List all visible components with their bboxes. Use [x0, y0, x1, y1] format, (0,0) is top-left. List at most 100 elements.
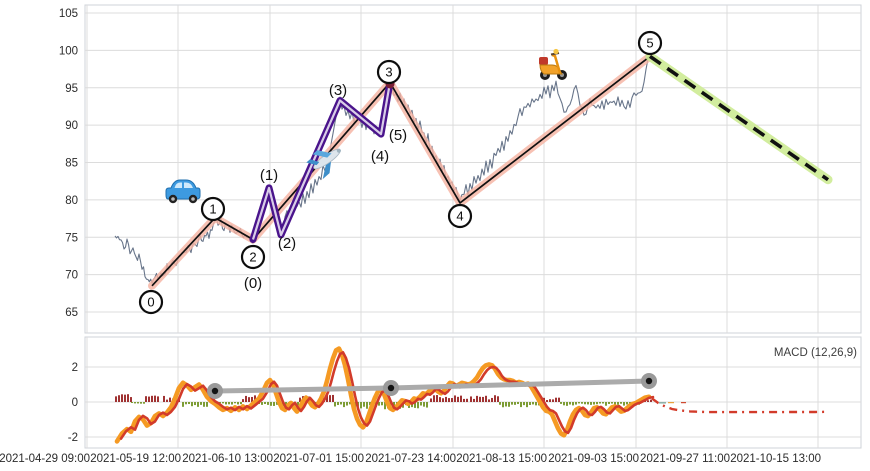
histogram-bar [473, 398, 475, 402]
histogram-bar [157, 396, 159, 402]
histogram-bar [169, 397, 171, 402]
histogram-bar [460, 395, 462, 402]
histogram-bar [532, 402, 534, 405]
histogram-bar [237, 402, 239, 405]
histogram-bar [245, 395, 247, 402]
price-ytick-label: 80 [65, 195, 78, 207]
histogram-bar [206, 402, 208, 407]
trend-pivot-dot [383, 380, 399, 396]
histogram-bar [115, 396, 117, 402]
histogram-bar [611, 402, 613, 404]
histogram-bar [596, 402, 598, 405]
macd-legend-label: MACD (12,26,9) [773, 347, 857, 359]
histogram-bar [148, 396, 150, 402]
x-tick-label: 2021-07-23 14:00 [365, 453, 456, 465]
histogram-bar [517, 402, 519, 405]
histogram-bar [254, 395, 256, 402]
macd-panel [114, 346, 829, 444]
histogram-bar [647, 400, 649, 402]
histogram-bar [523, 402, 525, 406]
histogram-bar [194, 402, 196, 406]
histogram-bar [578, 402, 580, 404]
histogram-bar [231, 402, 233, 405]
x-tick-label: 2021-05-19 12:00 [90, 453, 181, 465]
histogram-bar [378, 402, 380, 406]
subwave-label-2: (2) [278, 235, 296, 252]
histogram-bar [337, 402, 339, 406]
histogram-bar [488, 399, 490, 402]
x-tick-label: 2021-04-29 09:00 [0, 453, 90, 465]
histogram-bar [299, 397, 301, 402]
histogram-bar [134, 402, 136, 404]
histogram-bar [552, 399, 554, 402]
histogram-bar [463, 398, 465, 402]
wave-circle-5: 5 [637, 30, 663, 56]
macd-plot-area[interactable] [84, 336, 862, 449]
histogram-bar [593, 402, 595, 405]
histogram-bar [581, 402, 583, 404]
histogram-bar [329, 395, 331, 402]
histogram-bar [297, 402, 299, 407]
svg-text:1: 1 [209, 202, 216, 217]
subwave-label-3: (3) [329, 82, 347, 99]
histogram-bar [340, 402, 342, 405]
x-tick-label: 2021-09-03 15:00 [548, 453, 639, 465]
x-tick-label: 2021-08-13 15:00 [456, 453, 547, 465]
histogram-bar [384, 402, 386, 410]
histogram-bar [535, 402, 537, 406]
histogram-bar [369, 402, 371, 406]
histogram-bar [681, 402, 686, 404]
macd-ytick-label: -2 [68, 432, 78, 444]
histogram-bar [349, 402, 351, 405]
histogram-bar [423, 402, 425, 407]
histogram-bar [182, 402, 184, 407]
histogram-bar [549, 399, 551, 402]
histogram-bar [285, 402, 287, 405]
histogram-bar [417, 402, 419, 409]
histogram-bar [476, 395, 478, 402]
histogram-bar [225, 402, 227, 405]
svg-text:2: 2 [249, 250, 256, 265]
histogram-bar [494, 395, 496, 402]
histogram-bar [505, 402, 507, 407]
histogram-bar [121, 394, 123, 402]
histogram-bar [332, 394, 334, 402]
price-ytick-label: 75 [65, 232, 78, 244]
x-tick-label: 2021-06-10 13:00 [182, 453, 273, 465]
wave-circle-markers: 0 1 2 3 4 5 [138, 30, 663, 315]
histogram-bar [270, 402, 272, 406]
svg-text:3: 3 [385, 65, 392, 80]
histogram-bar [587, 402, 589, 405]
histogram-bar [526, 402, 528, 408]
histogram-bar [264, 402, 266, 404]
histogram-bar [273, 402, 275, 406]
histogram-bar [185, 402, 187, 405]
subwave-labels: (0) (1) (2) (3) (4)(5) [244, 82, 407, 292]
car-icon [165, 179, 201, 204]
histogram-bar [442, 398, 444, 402]
histogram-bar [433, 395, 435, 402]
histogram-bar [360, 402, 362, 409]
histogram-bar [240, 402, 242, 405]
macd-ytick-label: 0 [72, 397, 78, 409]
histogram-bar [140, 402, 142, 404]
histogram-bar [267, 402, 269, 405]
subwave-label-4: (4) [371, 148, 389, 165]
histogram-bar [430, 398, 432, 402]
histogram-bar [623, 402, 625, 406]
histogram-bar [363, 402, 365, 407]
macd-forecast-line [651, 397, 829, 414]
svg-text:0: 0 [147, 295, 154, 310]
wave-circle-0: 0 [138, 289, 164, 315]
histogram-bar [602, 402, 604, 404]
price-plot-area[interactable] [84, 4, 862, 334]
histogram-bar [599, 402, 601, 404]
histogram-bar [145, 396, 147, 402]
svg-text:4: 4 [456, 209, 463, 224]
histogram-bar [381, 402, 383, 406]
histogram-bar [491, 397, 493, 402]
macd-signal-line [119, 351, 655, 440]
histogram-bar [393, 402, 395, 407]
